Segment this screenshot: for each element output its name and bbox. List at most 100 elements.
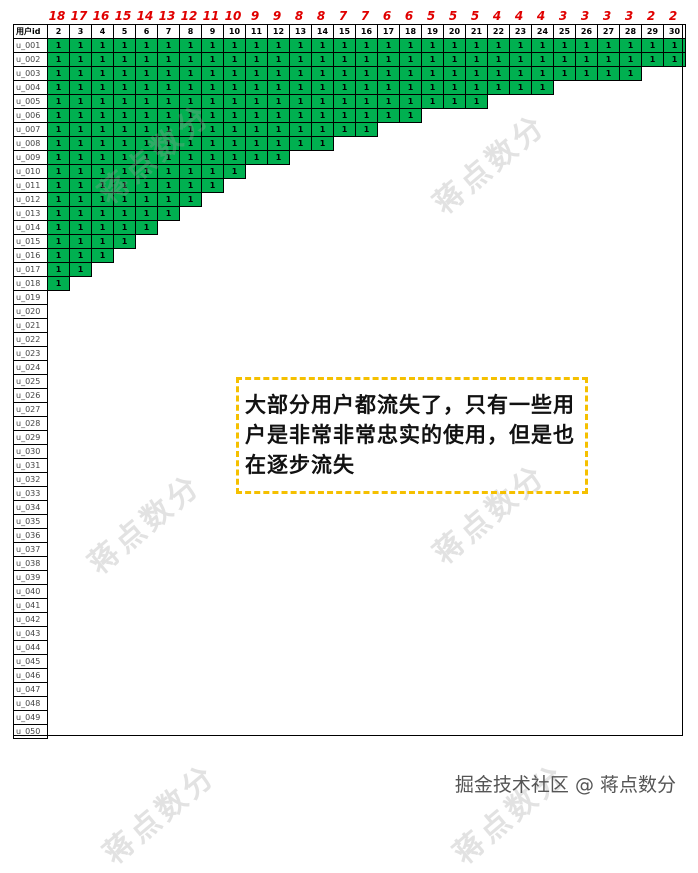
empty-cell <box>268 361 290 375</box>
empty-cell <box>620 445 642 459</box>
empty-cell <box>620 375 642 389</box>
empty-cell <box>466 655 488 669</box>
empty-cell <box>180 529 202 543</box>
empty-cell <box>554 291 576 305</box>
empty-cell <box>158 235 180 249</box>
active-cell: 1 <box>157 38 180 53</box>
active-cell: 1 <box>113 94 136 109</box>
header-day: 25 <box>553 24 576 39</box>
empty-cell <box>290 543 312 557</box>
empty-cell <box>532 669 554 683</box>
empty-cell <box>158 319 180 333</box>
active-cell: 1 <box>179 122 202 137</box>
active-cell: 1 <box>91 52 114 67</box>
empty-cell <box>246 235 268 249</box>
empty-cell <box>554 655 576 669</box>
retained-count: 4 <box>492 9 502 23</box>
empty-cell <box>246 655 268 669</box>
table-row: u_045 <box>13 654 686 669</box>
empty-cell <box>554 193 576 207</box>
empty-cell <box>378 291 400 305</box>
empty-cell <box>466 263 488 277</box>
empty-cell <box>48 333 70 347</box>
active-cell: 1 <box>69 178 92 193</box>
empty-cell <box>180 627 202 641</box>
empty-cell <box>48 571 70 585</box>
empty-cell <box>400 277 422 291</box>
table-row: u_023 <box>13 346 686 361</box>
active-cell: 1 <box>91 220 114 235</box>
empty-cell <box>70 571 92 585</box>
empty-cell <box>224 193 246 207</box>
empty-cell <box>532 165 554 179</box>
empty-cell <box>48 627 70 641</box>
empty-cell <box>136 235 158 249</box>
empty-cell <box>378 599 400 613</box>
table-row: u_047 <box>13 682 686 697</box>
active-cell: 1 <box>311 122 334 137</box>
active-cell: 1 <box>157 66 180 81</box>
empty-cell <box>664 683 686 697</box>
empty-cell <box>290 263 312 277</box>
active-cell: 1 <box>91 122 114 137</box>
user-id: u_047 <box>13 682 48 697</box>
active-cell: 1 <box>201 108 224 123</box>
active-cell: 1 <box>69 150 92 165</box>
user-id: u_042 <box>13 612 48 627</box>
empty-cell <box>92 697 114 711</box>
empty-cell <box>576 725 598 739</box>
empty-cell <box>70 445 92 459</box>
empty-cell <box>664 599 686 613</box>
empty-cell <box>48 291 70 305</box>
active-cell: 1 <box>47 206 70 221</box>
empty-cell <box>642 613 664 627</box>
empty-cell <box>598 613 620 627</box>
empty-cell <box>598 599 620 613</box>
empty-cell <box>268 543 290 557</box>
empty-cell <box>48 319 70 333</box>
table-row: u_040 <box>13 584 686 599</box>
table-row: u_007 1 1 1 1 1 1 1 1 1 1 1 1 1 1 1 <box>13 122 686 137</box>
empty-cell <box>334 347 356 361</box>
empty-cell <box>598 221 620 235</box>
active-cell: 1 <box>201 52 224 67</box>
empty-cell <box>664 473 686 487</box>
empty-cell <box>642 179 664 193</box>
active-cell: 1 <box>267 122 290 137</box>
empty-cell <box>532 641 554 655</box>
empty-cell <box>378 641 400 655</box>
empty-cell <box>158 445 180 459</box>
empty-cell <box>136 445 158 459</box>
user-id: u_041 <box>13 598 48 613</box>
active-cell: 1 <box>333 94 356 109</box>
empty-cell <box>598 515 620 529</box>
active-cell: 1 <box>47 122 70 137</box>
active-cell: 1 <box>399 80 422 95</box>
empty-cell <box>312 725 334 739</box>
empty-cell <box>422 151 444 165</box>
empty-cell <box>136 249 158 263</box>
empty-cell <box>202 319 224 333</box>
user-id: u_015 <box>13 234 48 249</box>
empty-cell <box>114 711 136 725</box>
empty-cell <box>620 585 642 599</box>
empty-cell <box>246 599 268 613</box>
empty-cell <box>576 571 598 585</box>
active-cell: 1 <box>355 122 378 137</box>
empty-cell <box>290 207 312 221</box>
empty-cell <box>70 697 92 711</box>
empty-cell <box>598 207 620 221</box>
active-cell: 1 <box>267 150 290 165</box>
empty-cell <box>158 655 180 669</box>
active-cell: 1 <box>91 136 114 151</box>
empty-cell <box>620 711 642 725</box>
user-id: u_044 <box>13 640 48 655</box>
retained-count: 15 <box>114 9 132 23</box>
empty-cell <box>444 123 466 137</box>
empty-cell <box>136 557 158 571</box>
empty-cell <box>620 319 642 333</box>
empty-cell <box>488 221 510 235</box>
retained-count: 3 <box>624 9 634 23</box>
empty-cell <box>356 305 378 319</box>
empty-cell <box>356 501 378 515</box>
